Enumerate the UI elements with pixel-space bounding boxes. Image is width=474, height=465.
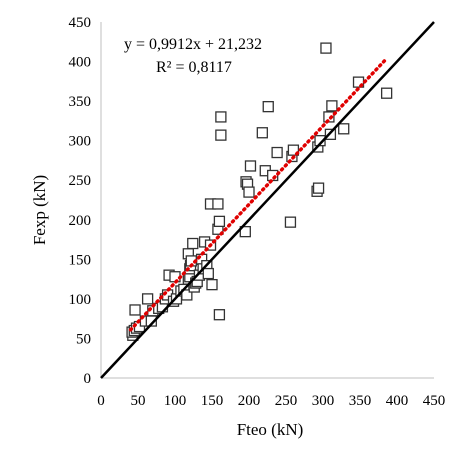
- data-point: [215, 129, 227, 141]
- data-point: [287, 144, 300, 156]
- data-point: [338, 123, 350, 135]
- data-point: [187, 237, 199, 250]
- identity-line: [100, 21, 435, 379]
- y-tick-label: 200: [69, 213, 92, 229]
- x-tick-label: 350: [349, 393, 372, 409]
- y-tick-label: 250: [69, 173, 92, 189]
- data-point: [202, 267, 214, 280]
- y-tick-label: 450: [69, 15, 92, 31]
- data-point: [212, 198, 224, 210]
- x-tick-label: 150: [201, 393, 224, 409]
- x-tick-label: 50: [131, 393, 146, 409]
- data-point: [243, 186, 255, 198]
- data-point: [213, 309, 226, 321]
- data-point: [129, 304, 141, 316]
- x-tick-labels: 0 50 100 150 200 250 300 350 400 450: [97, 393, 445, 409]
- y-tick-label: 150: [69, 252, 92, 268]
- data-point: [326, 100, 338, 112]
- x-tick-label: 0: [97, 393, 105, 409]
- y-tick-labels: 0 50 100 150 200 250 300 350 400 450: [69, 15, 92, 387]
- trendline-equation: y = 0,9912x + 21,232: [124, 36, 262, 53]
- data-point: [206, 278, 218, 291]
- y-axis-title: Fexp (kN): [30, 175, 49, 245]
- data-point: [141, 293, 154, 305]
- data-point: [215, 111, 227, 123]
- trendline: [128, 57, 388, 332]
- r-squared-label: R² = 0,8117: [156, 59, 232, 76]
- x-tick-label: 200: [238, 393, 261, 409]
- y-tick-label: 300: [69, 134, 92, 150]
- data-point: [320, 42, 332, 54]
- data-point: [380, 87, 393, 99]
- data-point: [262, 100, 274, 113]
- x-tick-label: 100: [164, 393, 187, 409]
- data-point: [314, 135, 326, 147]
- data-point: [271, 146, 283, 159]
- y-tick-label: 0: [84, 371, 92, 387]
- data-point: [213, 215, 226, 228]
- y-tick-label: 50: [76, 331, 91, 347]
- data-point: [312, 182, 325, 194]
- data-point: [267, 169, 279, 182]
- data-point: [181, 289, 193, 301]
- data-point: [244, 160, 257, 172]
- x-axis-title: Fteo (kN): [237, 420, 304, 439]
- x-tick-label: 400: [386, 393, 409, 409]
- x-tick-label: 300: [312, 393, 335, 409]
- x-tick-label: 250: [275, 393, 298, 409]
- y-tick-label: 100: [69, 292, 92, 308]
- x-tick-label: 450: [423, 393, 446, 409]
- data-point: [239, 225, 251, 238]
- plot-area: 0 50 100 150 200 250 300 350 400 450 0 50 100 150 200…: [69, 15, 446, 409]
- y-tick-label: 350: [69, 94, 92, 110]
- data-point: [256, 127, 268, 139]
- data-point: [284, 216, 297, 228]
- y-tick-label: 400: [69, 55, 92, 71]
